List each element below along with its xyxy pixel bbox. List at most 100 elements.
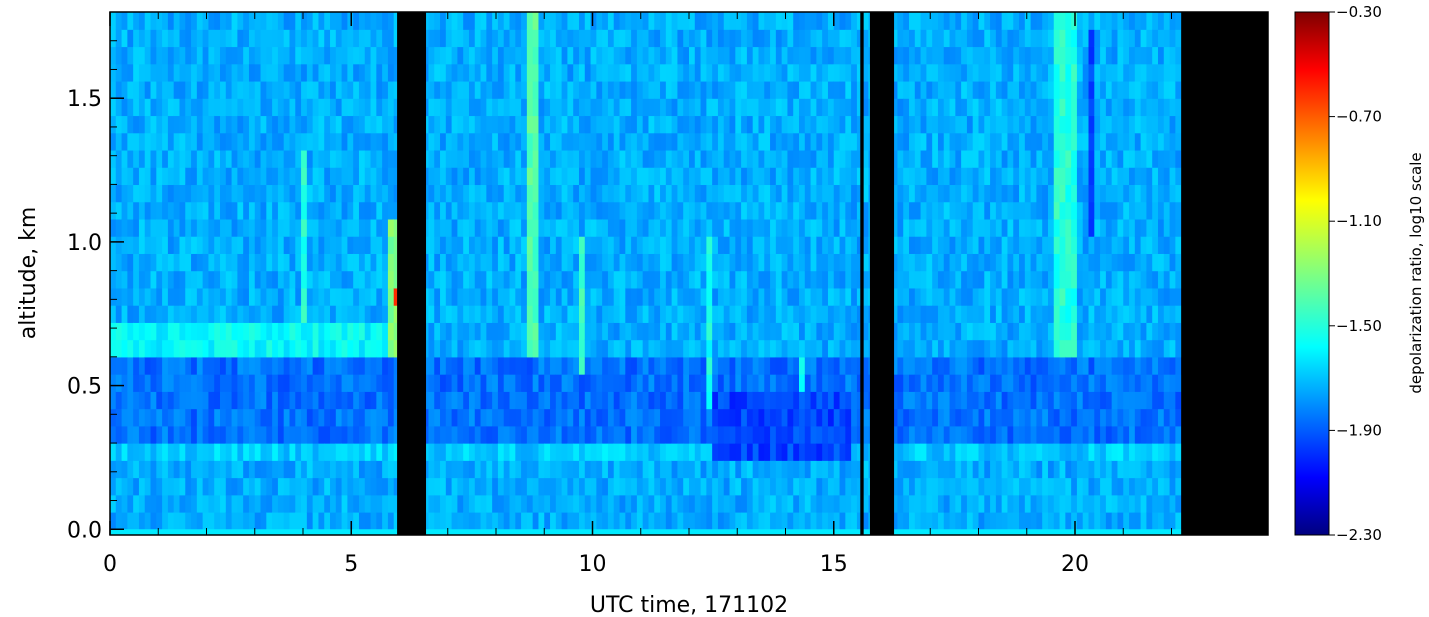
heatmap-cell [167, 149, 175, 168]
heatmap-cell [856, 98, 864, 117]
heatmap-cell [746, 408, 754, 427]
heatmap-cell [480, 356, 487, 375]
heatmap-cell [555, 201, 563, 220]
heatmap-cell [301, 322, 308, 341]
heatmap-cell [532, 322, 540, 341]
heatmap-cell [1007, 98, 1014, 117]
heatmap-cell [324, 425, 331, 444]
heatmap-cell [972, 149, 980, 168]
heatmap-cell [347, 29, 354, 48]
heatmap-cell [127, 115, 134, 134]
heatmap-cell [613, 236, 621, 254]
heatmap-cell [937, 167, 945, 186]
heatmap-cell [428, 460, 435, 479]
heatmap-cell [382, 167, 389, 186]
heatmap-cell [289, 149, 296, 168]
heatmap-cell [683, 132, 690, 151]
heatmap-cell [677, 322, 684, 341]
heatmap-cell [833, 374, 841, 392]
heatmap-cell [984, 425, 991, 444]
heatmap-cell [955, 425, 962, 444]
heatmap-cell [822, 253, 829, 272]
heatmap-cell [833, 339, 841, 358]
heatmap-cell [515, 132, 522, 151]
heatmap-cell [816, 305, 823, 323]
heatmap-cell [173, 443, 181, 461]
heatmap-cell [550, 80, 557, 99]
heatmap-cell [712, 391, 719, 410]
heatmap-cell [578, 287, 586, 306]
heatmap-cell [358, 391, 366, 410]
heatmap-cell [735, 149, 742, 168]
heatmap-cell [283, 356, 291, 375]
heatmap-cell [301, 460, 308, 479]
heatmap-cell [578, 201, 586, 220]
heatmap-cell [283, 408, 291, 427]
heatmap-cell [220, 63, 227, 82]
heatmap-cell [144, 374, 152, 392]
heatmap-cell [781, 443, 789, 461]
heatmap-cell [121, 408, 128, 427]
heatmap-cell [341, 443, 348, 461]
heatmap-cell [914, 12, 922, 30]
heatmap-cell [978, 63, 985, 82]
heatmap-cell [266, 287, 273, 306]
heatmap-cell [1036, 253, 1043, 272]
heatmap-cell [196, 339, 204, 358]
heatmap-cell [990, 305, 997, 323]
heatmap-cell [214, 477, 221, 496]
heatmap-cell [550, 218, 557, 237]
heatmap-cell [277, 218, 285, 237]
heatmap-cell [920, 115, 927, 134]
heatmap-cell [561, 236, 569, 254]
heatmap-cell [671, 494, 679, 513]
heatmap-cell [509, 512, 516, 530]
heatmap-cell [955, 201, 962, 220]
heatmap-cell [237, 460, 244, 479]
heatmap-cell [550, 149, 557, 168]
heatmap-cell [804, 184, 812, 203]
heatmap-cell [318, 356, 325, 375]
heatmap-cell [214, 270, 221, 289]
heatmap-cell [914, 218, 922, 237]
heatmap-cell [509, 201, 516, 220]
heatmap-cell [851, 408, 858, 427]
heatmap-cell [793, 425, 800, 444]
heatmap-cell [335, 356, 343, 375]
heatmap-cell [914, 305, 922, 323]
heatmap-cell [845, 494, 852, 513]
heatmap-cell [1019, 201, 1026, 220]
heatmap-cell [1024, 460, 1032, 479]
heatmap-cell [532, 477, 540, 496]
heatmap-cell [555, 63, 563, 82]
heatmap-cell [1059, 391, 1066, 410]
heatmap-cell [839, 253, 846, 272]
heatmap-cell [555, 512, 563, 530]
heatmap-cell [978, 322, 985, 341]
heatmap-cell [839, 184, 846, 203]
heatmap-cell [156, 63, 163, 82]
heatmap-cell [445, 236, 453, 254]
heatmap-cell [607, 494, 615, 513]
heatmap-cell [376, 236, 383, 254]
heatmap-cell [451, 12, 458, 30]
heatmap-cell [312, 236, 320, 254]
heatmap-cell [509, 167, 516, 186]
heatmap-cell [301, 391, 308, 410]
heatmap-cell [602, 63, 609, 82]
heatmap-cell [1013, 305, 1020, 323]
heatmap-cell [335, 167, 343, 186]
heatmap-cell [1024, 184, 1032, 203]
heatmap-cell [636, 322, 644, 341]
heatmap-cell [741, 408, 748, 427]
heatmap-cell [492, 270, 499, 289]
heatmap-cell [966, 29, 974, 48]
heatmap-cell [144, 12, 152, 30]
heatmap-cell [839, 218, 846, 237]
heatmap-cell [1071, 391, 1078, 410]
heatmap-cell [584, 236, 592, 254]
heatmap-cell [903, 201, 910, 220]
heatmap-cell [220, 270, 227, 289]
heatmap-cell [277, 201, 285, 220]
heatmap-cell [839, 408, 846, 427]
